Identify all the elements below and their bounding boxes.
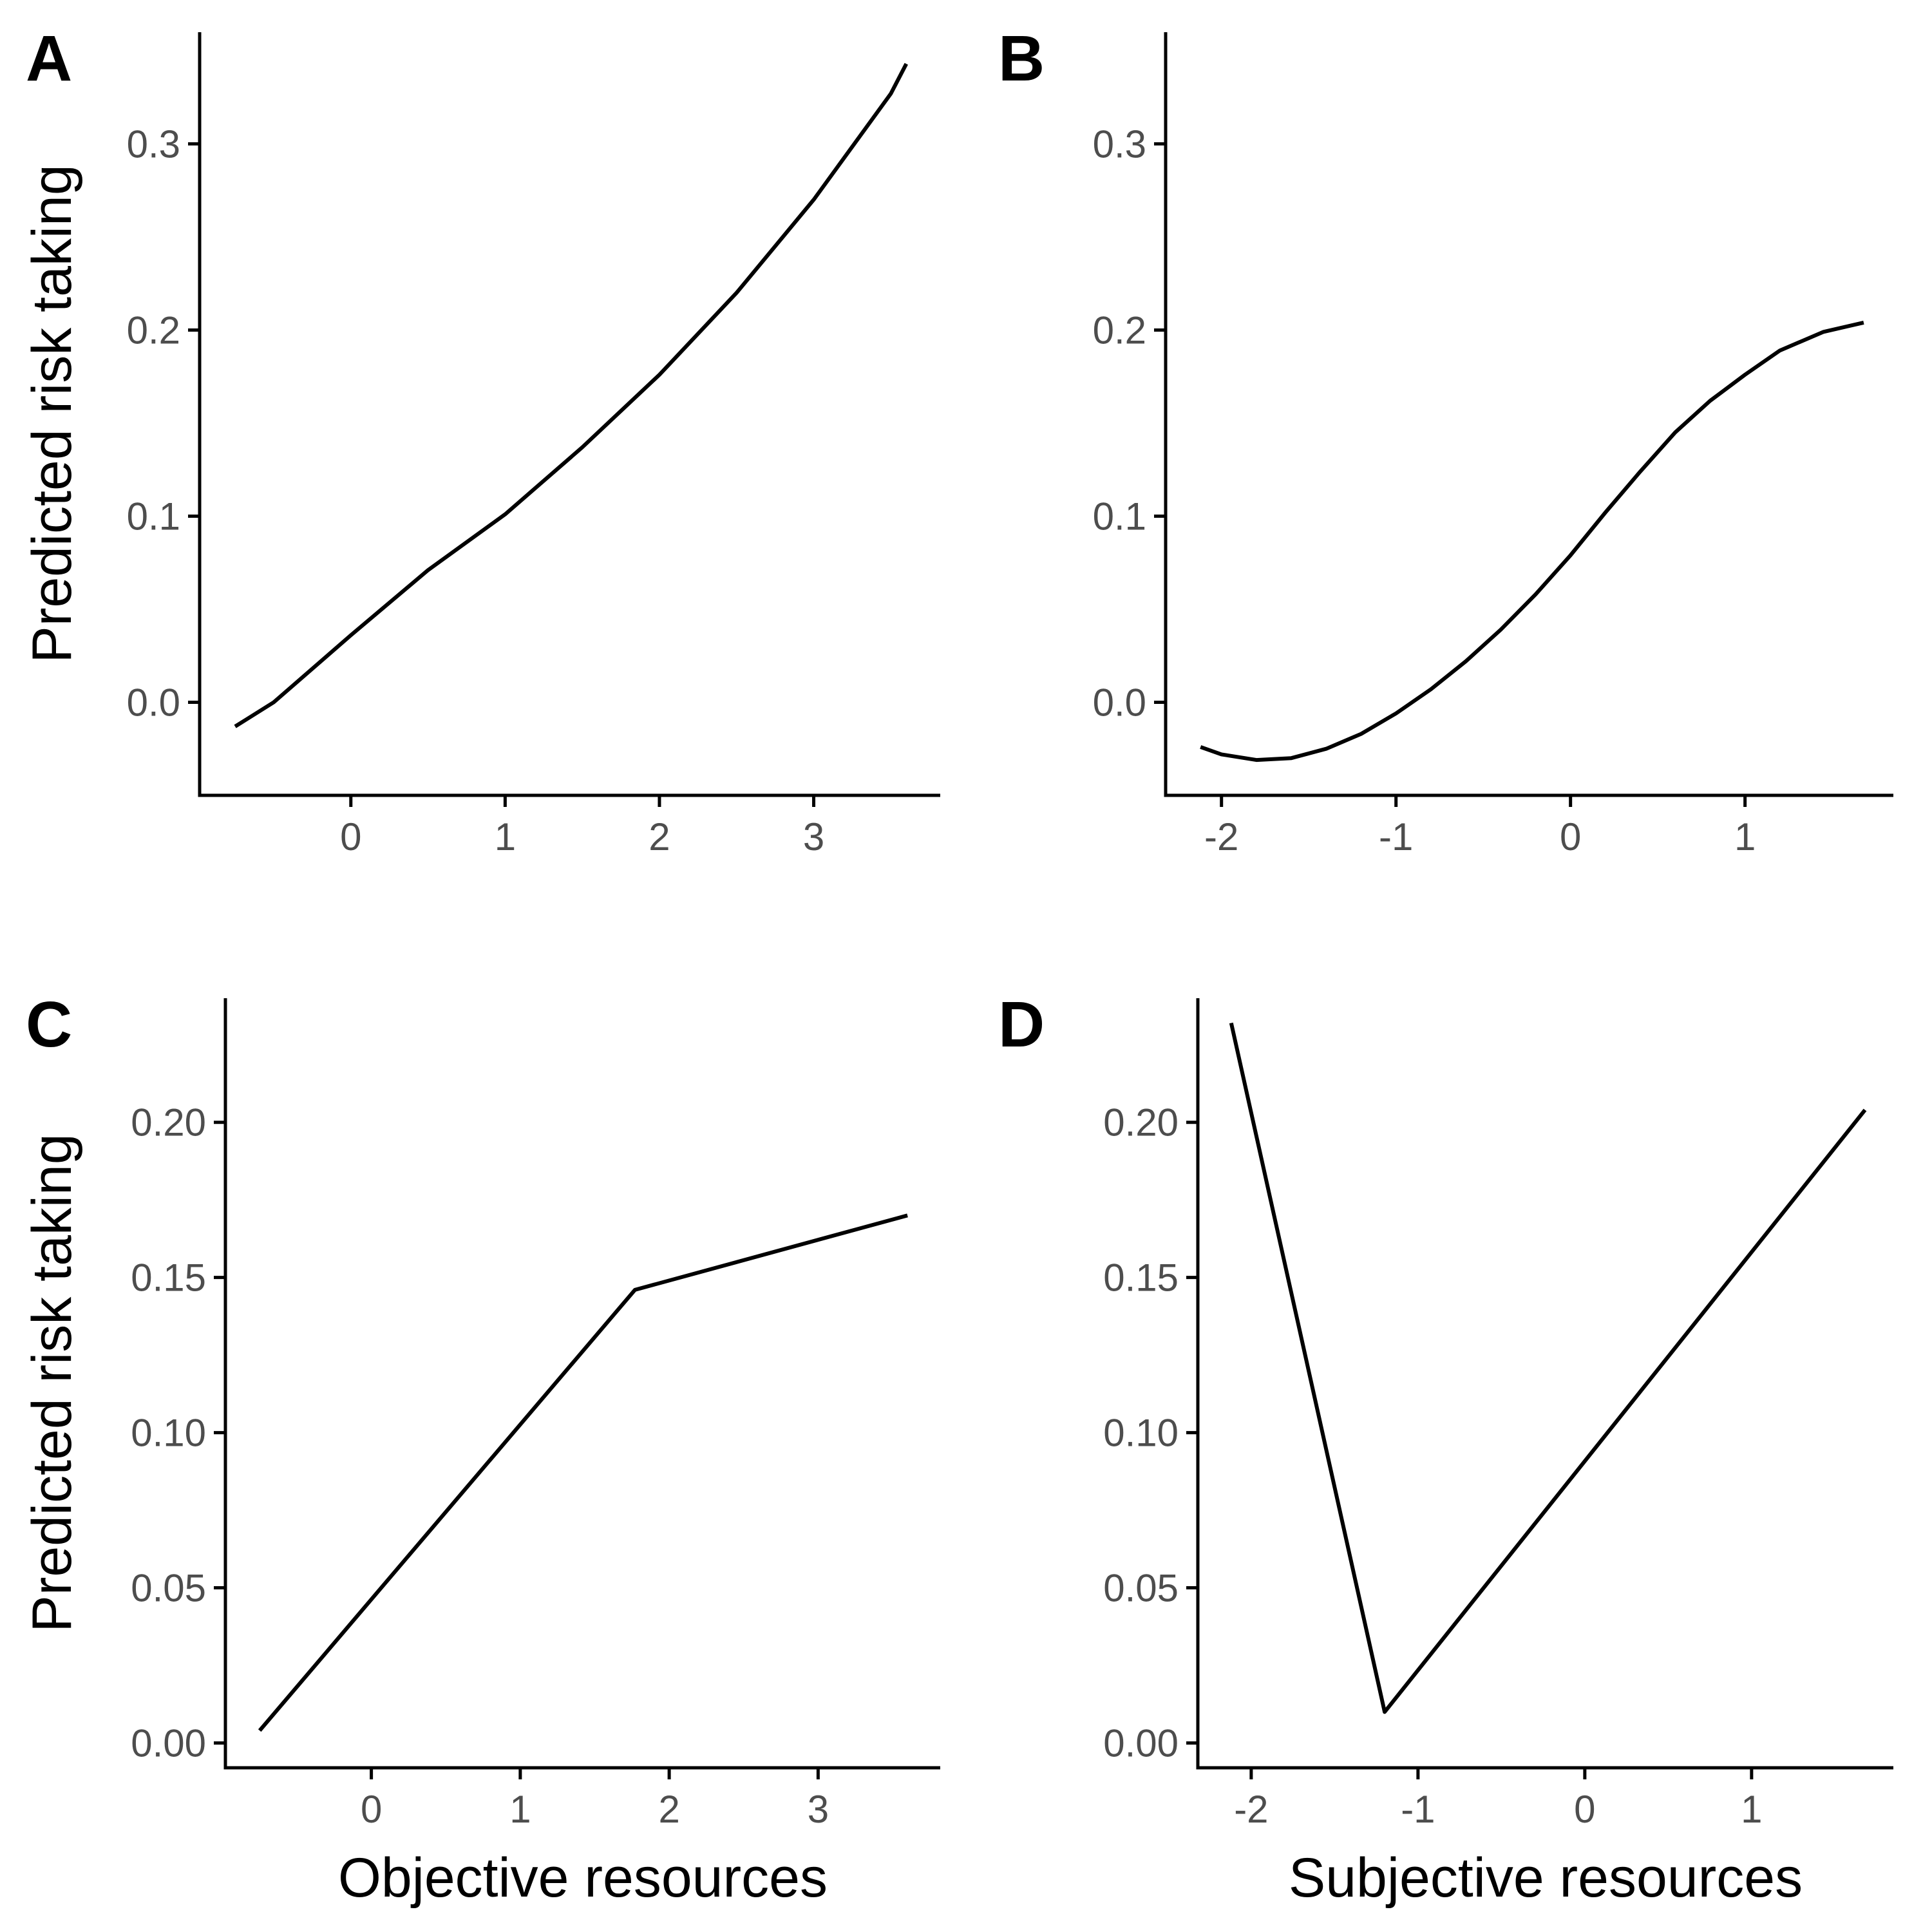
x-tick-label: 1	[1741, 1788, 1762, 1831]
y-tick-label: 0.3	[127, 122, 180, 166]
x-tick-label: -2	[1204, 815, 1238, 858]
y-axis-title: Predicted risk taking	[21, 164, 83, 663]
y-axis-title: Predicted risk taking	[21, 1133, 83, 1632]
y-tick-label: 0.00	[131, 1721, 206, 1765]
x-axis-title: Subjective resources	[1289, 1847, 1803, 1909]
x-tick-label: 2	[649, 815, 670, 858]
y-tick-label: 0.1	[127, 495, 180, 538]
series-line	[1229, 1022, 1867, 1714]
y-tick-label: 0.0	[127, 681, 180, 724]
x-tick-label: -1	[1379, 815, 1413, 858]
x-tick-label: 1	[1734, 815, 1756, 858]
chart-panel-d: D -2 -1 0 1 0.00 0.05 0.10 0.15 0.20 Subjective re…	[998, 989, 1893, 1909]
x-tick-label: 1	[495, 815, 516, 858]
chart-panel-b: B -2 -1 0 1 0.0 0.1 0.2 0.3	[998, 23, 1893, 858]
series-line	[1200, 320, 1864, 762]
panel-label: D	[998, 989, 1045, 1061]
y-tick-label: 0.3	[1093, 122, 1146, 166]
y-tick-label: 0.1	[1093, 495, 1146, 538]
y-tick-label: 0.20	[1103, 1101, 1179, 1144]
y-tick-label: 0.10	[1103, 1412, 1179, 1455]
x-tick-label: 3	[803, 815, 824, 858]
y-tick-label: 0.0	[1093, 681, 1146, 724]
series-line	[234, 62, 908, 728]
y-tick-label: 0.05	[1103, 1567, 1179, 1610]
x-tick-label: 0	[361, 1788, 382, 1831]
y-tick-label: 0.2	[1093, 308, 1146, 352]
x-axis-title: Objective resources	[338, 1847, 828, 1909]
x-tick-label: 0	[1574, 1788, 1595, 1831]
panel-label: A	[26, 23, 72, 95]
y-tick-label: 0.10	[131, 1412, 206, 1455]
chart-panel-a: A 0 1 2 3 0.0 0.1 0.2 0.3 Predicted risk taking	[21, 23, 940, 858]
x-tick-label: -2	[1234, 1788, 1268, 1831]
x-tick-label: 0	[1560, 815, 1581, 858]
y-tick-label: 0.15	[1103, 1256, 1179, 1300]
y-tick-label: 0.05	[131, 1567, 206, 1610]
chart-panel-c: C 0 1 2 3 0.00 0.05 0.10 0.15 0.20 Predicted risk …	[21, 989, 940, 1909]
y-tick-label: 0.2	[127, 308, 180, 352]
x-tick-label: 2	[658, 1788, 679, 1831]
x-tick-label: -1	[1401, 1788, 1435, 1831]
y-tick-label: 0.15	[131, 1256, 206, 1300]
x-tick-label: 1	[509, 1788, 531, 1831]
x-tick-label: 3	[808, 1788, 829, 1831]
panel-label: B	[998, 23, 1045, 95]
y-tick-label: 0.20	[131, 1101, 206, 1144]
series-line	[258, 1213, 908, 1732]
x-tick-label: 0	[340, 815, 361, 858]
panel-label: C	[26, 989, 72, 1061]
y-tick-label: 0.00	[1103, 1721, 1179, 1765]
